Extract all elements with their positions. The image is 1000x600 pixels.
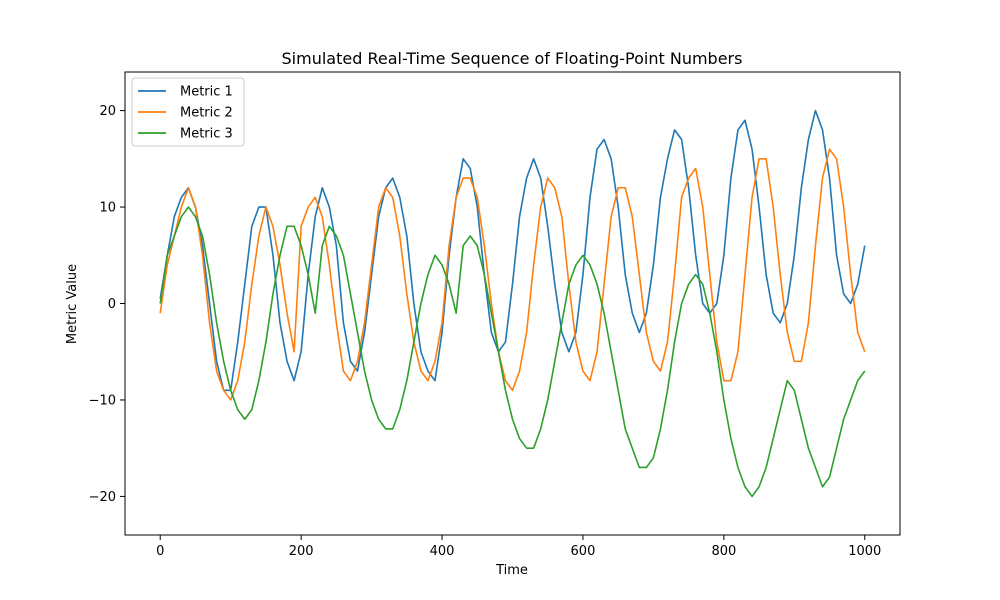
y-tick-label: 20: [99, 104, 116, 119]
y-tick-label: −10: [89, 393, 116, 408]
legend-label-metric-3: Metric 3: [180, 127, 233, 142]
x-axis-ticks: 0 200 400 600 800 1000: [156, 535, 881, 559]
y-axis-ticks: −20 −10 0 10 20: [89, 104, 125, 505]
x-tick-label: 800: [711, 544, 736, 559]
y-tick-label: −20: [89, 490, 116, 505]
legend-box: [131, 77, 245, 147]
x-tick-label: 200: [289, 544, 314, 559]
legend-label-metric-2: Metric 2: [180, 106, 233, 121]
y-tick-label: 10: [99, 201, 116, 216]
legend-label-metric-1: Metric 1: [180, 85, 233, 100]
x-axis-label: Time: [495, 563, 528, 578]
x-tick-label: 0: [156, 544, 164, 559]
series-line-metric-1: [159, 109, 866, 392]
x-tick-label: 1000: [848, 544, 881, 559]
legend: Metric 1 Metric 2 Metric 3: [131, 77, 245, 147]
series-line-metric-2: [159, 148, 866, 401]
y-tick-label: 0: [108, 297, 116, 312]
series-line-metric-3: [159, 206, 866, 498]
x-tick-label: 600: [571, 544, 596, 559]
chart-title: Simulated Real-Time Sequence of Floating…: [282, 49, 743, 68]
series-layer: [159, 109, 866, 498]
y-axis-label: Metric Value: [65, 264, 80, 344]
x-tick-label: 400: [430, 544, 455, 559]
